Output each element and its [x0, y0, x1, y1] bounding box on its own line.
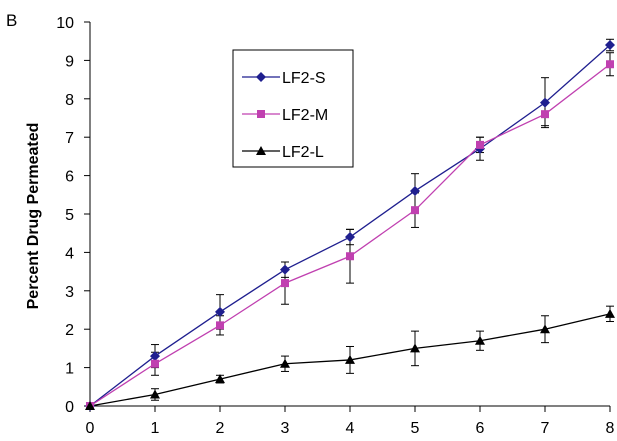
data-point-lf2-s	[605, 40, 615, 51]
data-point-lf2-m	[606, 60, 614, 69]
y-tick-label: 1	[65, 361, 74, 378]
data-point-lf2-m	[281, 279, 289, 288]
data-point-lf2-m	[151, 359, 159, 368]
legend-label-lf2-s: LF2-S	[282, 70, 326, 87]
x-tick-label: 3	[281, 420, 290, 437]
x-tick-label: 2	[216, 420, 225, 437]
x-tick-label: 6	[476, 420, 485, 437]
y-axis-title: Percent Drug Permeated	[25, 123, 42, 310]
panel-label: B	[6, 11, 17, 30]
data-point-lf2-l	[345, 354, 355, 364]
data-point-lf2-l	[410, 343, 420, 353]
legend: LF2-S LF2-M LF2-L	[232, 49, 354, 168]
y-tick-label: 5	[65, 207, 74, 224]
x-tick-label: 4	[346, 420, 355, 437]
data-point-lf2-m	[216, 321, 224, 330]
x-tick-label: 1	[151, 420, 160, 437]
x-tick-label: 5	[411, 420, 420, 437]
y-tick-label: 8	[65, 92, 74, 109]
data-point-lf2-m	[411, 206, 419, 215]
legend-label-lf2-l: LF2-L	[282, 144, 324, 161]
y-tick-label: 0	[65, 399, 74, 416]
series-markers	[85, 40, 615, 411]
data-point-lf2-s	[345, 232, 355, 243]
data-point-lf2-s	[280, 264, 290, 275]
data-point-lf2-l	[605, 308, 615, 318]
legend-label-lf2-m: LF2-M	[282, 107, 328, 124]
y-tick-label: 7	[65, 130, 74, 147]
y-tick-label: 2	[65, 322, 74, 339]
data-point-lf2-s	[215, 306, 225, 317]
y-tick-label: 3	[65, 284, 74, 301]
data-point-lf2-s	[540, 97, 550, 108]
legend-marker-lf2-l	[256, 146, 266, 155]
data-point-lf2-l	[215, 374, 225, 384]
x-tick-label: 8	[606, 420, 615, 437]
data-point-lf2-s	[410, 185, 420, 196]
data-point-lf2-l	[540, 324, 550, 334]
data-point-lf2-m	[541, 110, 549, 119]
y-tick-label: 10	[56, 15, 74, 32]
data-point-lf2-l	[280, 358, 290, 368]
axes: 0 1 2 3 4 5 6 7 8 9 10 0 1 2 3 4 5 6 7 8	[56, 15, 614, 437]
y-tick-label: 4	[65, 245, 74, 262]
data-point-lf2-s	[150, 351, 160, 362]
legend-marker-lf2-m	[257, 110, 265, 118]
y-tick-label: 6	[65, 169, 74, 186]
data-point-lf2-l	[85, 401, 95, 410]
error-bars	[151, 38, 614, 401]
legend-marker-lf2-s	[256, 72, 266, 82]
x-tick-label: 7	[541, 420, 550, 437]
data-point-lf2-l	[475, 335, 485, 345]
y-tick-label: 9	[65, 53, 74, 70]
data-point-lf2-m	[346, 252, 354, 261]
data-point-lf2-l	[150, 389, 160, 399]
x-tick-label: 0	[86, 420, 95, 437]
legend-box	[232, 49, 354, 168]
data-point-lf2-m	[476, 140, 484, 149]
